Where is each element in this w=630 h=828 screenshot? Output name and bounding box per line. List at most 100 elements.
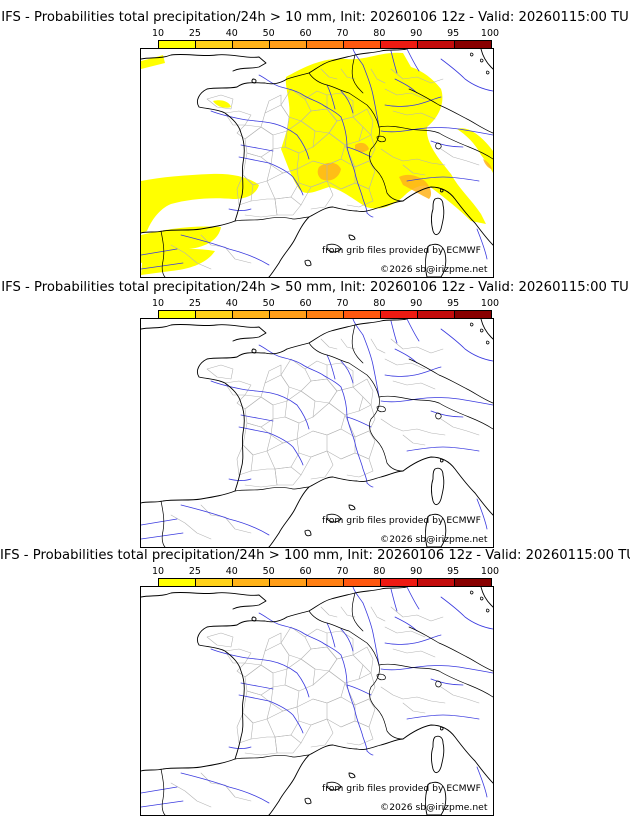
- precip-probability-area: [213, 100, 231, 108]
- colorbar-tick-label: 100: [480, 298, 500, 309]
- admin-border: [440, 686, 480, 704]
- colorbar-tick-label: 40: [225, 298, 238, 309]
- admin-border: [206, 364, 234, 380]
- colorbar-tick-label: 95: [447, 566, 460, 577]
- lake-outline: [435, 680, 442, 688]
- colorbar-swatch: [381, 41, 418, 49]
- island-outline: [326, 513, 342, 523]
- island-outline: [348, 234, 356, 241]
- admin-border: [266, 706, 300, 738]
- island-outline: [251, 348, 257, 354]
- admin-border: [340, 720, 374, 746]
- copyright-text: ©2026 sb@irizpme.net: [380, 534, 488, 545]
- admin-border: [380, 148, 446, 166]
- colorbar-tick-label: 90: [410, 566, 423, 577]
- coastline: [141, 53, 267, 72]
- admin-border: [328, 654, 364, 684]
- river: [326, 354, 336, 380]
- lake-outline: [480, 596, 484, 601]
- country-border: [378, 395, 440, 404]
- admin-border: [200, 234, 252, 264]
- precip-probability-area: [141, 173, 259, 233]
- river: [346, 416, 372, 428]
- colorbar-tick-label: 70: [336, 298, 349, 309]
- admin-border: [384, 358, 426, 370]
- colorbar-tick-label: 10: [151, 566, 165, 577]
- river: [258, 344, 342, 388]
- river: [240, 414, 274, 422]
- river: [380, 127, 493, 136]
- precip-map: from grib files provided by ECMWF ©2026 …: [140, 586, 494, 816]
- admin-border: [402, 164, 426, 176]
- admin-border: [370, 606, 386, 622]
- river: [366, 750, 374, 756]
- colorbar-tick-label: 80: [373, 298, 386, 309]
- coastline: [268, 216, 310, 277]
- colorbar-swatches: [158, 578, 492, 588]
- colorbar-swatch: [418, 41, 455, 49]
- country-border: [438, 670, 493, 698]
- river: [210, 648, 310, 698]
- admin-border: [260, 642, 290, 674]
- colorbar-ticks: 10 25 40 50 60 70 80 90 95 100: [152, 566, 499, 577]
- island-outline: [439, 458, 444, 463]
- map-of-france: [141, 587, 493, 815]
- colorbar-tick-label: 100: [480, 566, 500, 577]
- river: [238, 694, 304, 734]
- colorbar: 10 25 40 50 60 70 80 90 95 100: [152, 566, 499, 592]
- colorbar-swatch: [344, 41, 381, 49]
- country-border: [369, 126, 404, 202]
- admin-border: [380, 418, 446, 436]
- admin-border: [244, 664, 274, 696]
- river: [406, 587, 420, 610]
- admin-border: [244, 396, 274, 428]
- admin-border: [390, 68, 444, 84]
- lake-outline: [480, 328, 484, 333]
- admin-border: [296, 160, 328, 188]
- country-border: [351, 54, 364, 94]
- admin-border: [300, 450, 334, 480]
- admin-border: [206, 94, 234, 110]
- country-border: [378, 663, 440, 672]
- river: [228, 746, 252, 749]
- country-border: [234, 754, 310, 760]
- admin-border: [244, 736, 278, 756]
- river: [430, 140, 464, 148]
- river: [180, 772, 270, 804]
- colorbar-swatch: [418, 311, 455, 319]
- river: [228, 208, 252, 211]
- coastline: [480, 587, 493, 608]
- colorbar-tick-label: 95: [447, 28, 460, 39]
- river: [180, 504, 270, 536]
- river: [346, 146, 372, 158]
- admin-border: [340, 606, 356, 618]
- river: [406, 714, 480, 720]
- lake-outline: [470, 590, 474, 595]
- country-border: [378, 125, 440, 134]
- admin-border: [328, 390, 338, 404]
- colorbar-swatch: [196, 311, 233, 319]
- country-border: [160, 500, 166, 547]
- admin-border: [384, 88, 426, 100]
- admin-border: [326, 92, 354, 122]
- precip-probability-core: [355, 142, 369, 152]
- colorbar-tick-label: 40: [225, 566, 238, 577]
- admin-border: [380, 686, 446, 704]
- admin-border: [326, 630, 354, 660]
- river: [384, 634, 442, 645]
- admin-border: [390, 338, 444, 354]
- coastline: [196, 78, 288, 222]
- admin-border: [344, 404, 376, 438]
- lake-outline: [486, 608, 490, 613]
- admin-border: [328, 658, 338, 672]
- colorbar-tick-label: 60: [299, 566, 312, 577]
- map-of-france: [141, 49, 493, 277]
- admin-border: [340, 182, 374, 208]
- admin-border: [300, 718, 334, 748]
- river: [440, 58, 493, 92]
- colorbar-swatch: [344, 579, 381, 587]
- river: [380, 665, 493, 674]
- admin-border: [280, 626, 312, 660]
- river: [258, 612, 342, 656]
- admin-border: [340, 68, 356, 80]
